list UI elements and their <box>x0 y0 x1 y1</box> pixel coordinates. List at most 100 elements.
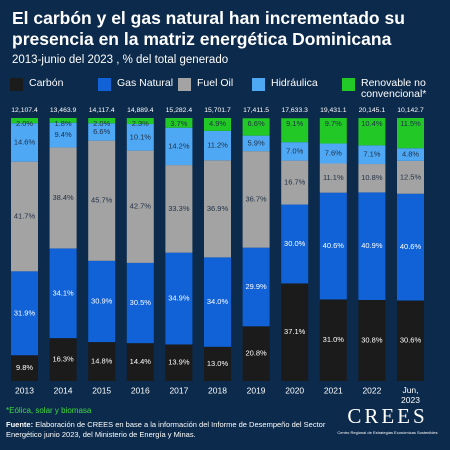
x-tick-label: 2013 <box>15 385 34 395</box>
legend-label: Fuel Oil <box>197 77 234 89</box>
bar-segment <box>126 343 154 381</box>
data-label: 10.4% <box>361 119 383 128</box>
total-label: 17,411.5 <box>243 107 269 114</box>
data-label: 30.5% <box>130 298 152 307</box>
bar-segment <box>358 192 386 300</box>
x-tick-label: 2018 <box>208 385 227 395</box>
x-tick-label: 2015 <box>92 385 111 395</box>
x-tick-label: 2017 <box>169 385 188 395</box>
bar-segment <box>126 118 154 125</box>
data-label: 38.4% <box>52 193 74 202</box>
bar-segment <box>397 148 424 161</box>
bar-segment <box>242 118 270 136</box>
data-label: 16.3% <box>52 355 74 364</box>
data-label: 4.8% <box>402 150 419 159</box>
data-label: 36.7% <box>245 194 267 203</box>
bar-segment <box>11 355 38 381</box>
x-tick-label: 2021 <box>324 385 343 395</box>
bar-segment <box>165 165 193 253</box>
data-label: 34.1% <box>52 288 74 297</box>
legend-label: Carbón <box>29 77 64 89</box>
legend-item: Carbón <box>10 78 63 91</box>
data-label: 6.6% <box>248 119 265 128</box>
data-label: 34.0% <box>207 297 229 306</box>
bar-segment <box>204 257 231 347</box>
total-label: 10,142.7 <box>397 107 424 114</box>
data-label: 13.9% <box>168 358 190 367</box>
data-label: 37.1% <box>284 327 306 336</box>
bar-segment <box>126 124 154 151</box>
bar-segment <box>88 118 116 124</box>
legend-label: Renovable no convencional* <box>361 77 427 100</box>
bar-segment <box>11 118 38 124</box>
bar-segment <box>88 260 116 343</box>
data-label: 10.8% <box>361 173 383 182</box>
data-label: 7.6% <box>325 148 342 157</box>
data-label: 30.9% <box>91 296 113 305</box>
data-label: 2.0% <box>93 119 110 128</box>
bar-segment <box>281 283 309 381</box>
logo-name: CREES <box>347 404 428 428</box>
bar-segment <box>281 204 309 284</box>
total-label: 15,282.4 <box>166 107 193 114</box>
data-label: 36.9% <box>207 204 229 213</box>
total-label: 17,633.3 <box>281 107 308 114</box>
bar-segment <box>126 262 154 344</box>
data-label: 13.0% <box>207 359 229 368</box>
data-label: 45.7% <box>91 196 113 205</box>
bar-segment <box>242 135 270 152</box>
bar-segment <box>126 150 154 263</box>
bar-segment <box>358 145 386 165</box>
data-label: 2.0% <box>16 119 33 128</box>
logo: CREES Centro Regional de Estrategias Eco… <box>330 404 445 435</box>
bar-segment <box>11 123 38 162</box>
data-label: 40.9% <box>361 241 383 250</box>
bar-segment <box>11 271 38 356</box>
bar-segment <box>319 118 347 144</box>
data-label: 12.5% <box>400 172 422 181</box>
x-tick-label: 2022 <box>362 385 381 395</box>
data-label: 7.1% <box>363 150 380 159</box>
bar-segment <box>49 147 77 249</box>
bar-segment <box>49 122 77 148</box>
legend-label: Hidráulica <box>271 77 318 89</box>
x-tick-label: 2019 <box>247 385 266 395</box>
total-label: 14,889.4 <box>127 107 154 114</box>
bar-segment <box>165 344 193 381</box>
x-tick-label: 2016 <box>131 385 150 395</box>
source-label: Fuente: <box>6 420 34 429</box>
data-label: 11.1% <box>323 173 344 182</box>
data-label: 20.8% <box>245 349 267 358</box>
bar-segment <box>397 118 424 149</box>
source: Fuente: Elaboración de CREES en base a l… <box>6 420 326 439</box>
data-label: 3.7% <box>170 119 187 128</box>
data-label: 11.2% <box>207 141 228 150</box>
total-label: 14,117.4 <box>89 107 115 114</box>
data-label: 9.8% <box>16 363 33 372</box>
bar-segment <box>319 163 347 193</box>
data-label: 42.7% <box>130 202 152 211</box>
bar-segment <box>88 342 116 381</box>
legend-item: Gas Natural <box>98 78 173 91</box>
bar-segment <box>397 160 424 194</box>
x-tick-label: 2014 <box>54 385 73 395</box>
total-label: 15,701.7 <box>204 107 231 114</box>
data-label: 11.5% <box>400 119 421 128</box>
data-label: 31.0% <box>323 335 345 344</box>
legend-swatch <box>98 78 111 91</box>
data-label: 40.6% <box>323 241 345 250</box>
bar-segment <box>358 164 386 193</box>
bar-segment <box>165 127 193 166</box>
data-label: 33.3% <box>168 204 190 213</box>
bar-segment <box>319 143 347 164</box>
data-label: 6.6% <box>93 127 110 136</box>
bar-segment <box>358 299 386 381</box>
legend-item: Fuel Oil <box>178 78 233 91</box>
bar-segment <box>319 192 347 300</box>
data-label: 9.1% <box>286 119 303 128</box>
legend-swatch <box>178 78 191 91</box>
bar-segment <box>49 118 77 123</box>
data-label: 14.8% <box>91 357 113 366</box>
data-label: 16.7% <box>284 178 306 187</box>
data-label: 41.7% <box>14 211 36 220</box>
